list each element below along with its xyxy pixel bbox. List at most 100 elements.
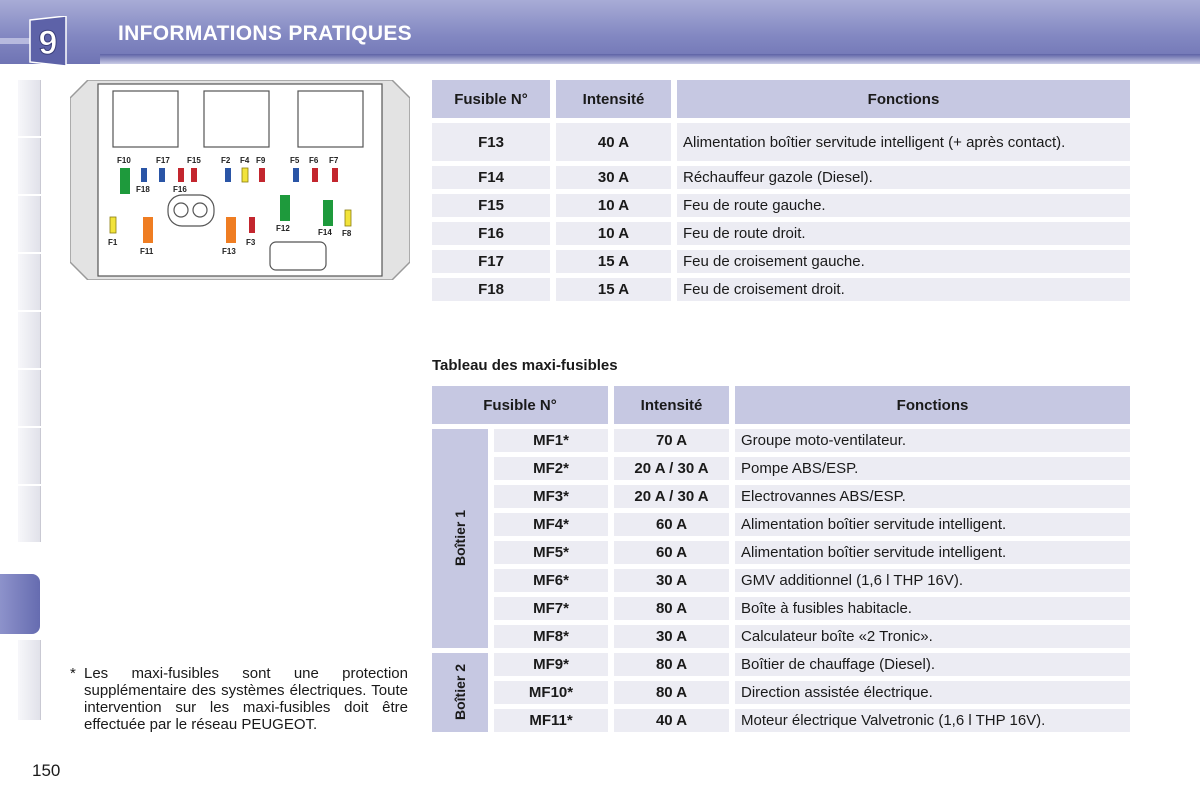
fuse-f2: [225, 168, 231, 182]
maxi-fuse-table: Fusible N° Intensité Fonctions Boîtier 1…: [426, 381, 1136, 737]
fuse-cell: MF9*: [494, 653, 609, 676]
function-cell: Direction assistée électrique.: [735, 681, 1130, 704]
fuse-f18: [141, 168, 147, 182]
header-line: [0, 38, 40, 44]
amperage-cell: 40 A: [614, 709, 730, 732]
diagram-label: F16: [173, 185, 187, 194]
group-cell-boitier-2: Boîtier 2: [432, 653, 489, 732]
amperage-cell: 20 A / 30 A: [614, 485, 730, 508]
table-header-row: Fusible N° Intensité Fonctions: [432, 80, 1130, 118]
chapter-tab[interactable]: [18, 640, 41, 720]
amperage-cell: 60 A: [614, 513, 730, 536]
diagram-label: F1: [108, 238, 118, 247]
function-cell: Feu de croisement gauche.: [677, 250, 1130, 273]
fuse-cell: MF1*: [494, 429, 609, 452]
function-cell: Réchauffeur gazole (Diesel).: [677, 166, 1130, 189]
table-row: F14 30 A Réchauffeur gazole (Diesel).: [432, 166, 1130, 189]
chapter-tab[interactable]: [18, 196, 41, 252]
connector-pin: [192, 202, 208, 218]
fuse-cell: MF6*: [494, 569, 609, 592]
footnote-marker: *: [70, 665, 76, 682]
chapter-tab[interactable]: [18, 486, 41, 542]
footnote-text: Les maxi-fusibles sont une protection su…: [84, 665, 408, 733]
col-header-fuse: Fusible N°: [432, 80, 550, 118]
function-cell: GMV additionnel (1,6 l THP 16V).: [735, 569, 1130, 592]
chapter-tabs: [0, 80, 41, 720]
fuse-table: Fusible N° Intensité Fonctions F13 40 A …: [426, 75, 1136, 306]
chapter-number: 9: [39, 24, 58, 62]
table-row: F13 40 A Alimentation boîtier servitude …: [432, 123, 1130, 161]
amperage-cell: 15 A: [556, 278, 671, 301]
fuse-cell: F13: [432, 123, 550, 161]
fuse-f7: [332, 168, 338, 182]
chapter-tab[interactable]: [18, 138, 41, 194]
fuse-f17: [159, 168, 165, 182]
fuse-cell: MF5*: [494, 541, 609, 564]
fuse-cell: MF7*: [494, 597, 609, 620]
amperage-cell: 10 A: [556, 222, 671, 245]
function-cell: Boîtier de chauffage (Diesel).: [735, 653, 1130, 676]
diagram-label: F11: [140, 247, 154, 256]
relay-slot: [203, 90, 270, 148]
diagram-label: F6: [309, 156, 319, 165]
relay-slot: [297, 90, 364, 148]
chapter-tab[interactable]: [18, 312, 41, 368]
amperage-cell: 15 A: [556, 250, 671, 273]
chapter-tab[interactable]: [18, 370, 41, 426]
fuse-f14: [323, 200, 333, 226]
diagram-label: F2: [221, 156, 231, 165]
fuse-cell: MF3*: [494, 485, 609, 508]
amperage-cell: 20 A / 30 A: [614, 457, 730, 480]
diagram-label: F17: [156, 156, 170, 165]
fuse-cell: MF8*: [494, 625, 609, 648]
fuse-cell: MF10*: [494, 681, 609, 704]
chapter-title: INFORMATIONS PRATIQUES: [118, 22, 412, 45]
col-header-functions: Fonctions: [677, 80, 1130, 118]
table-row: Boîtier 1 MF1* 70 A Groupe moto-ventilat…: [432, 429, 1130, 648]
table-row: F18 15 A Feu de croisement droit.: [432, 278, 1130, 301]
fuse-cell: F15: [432, 194, 550, 217]
chapter-tab[interactable]: [18, 428, 41, 484]
table-row: MF2* 20 A / 30 A Pompe ABS/ESP.: [432, 457, 1130, 480]
fuse-f6: [312, 168, 318, 182]
table-row: MF10* 80 A Direction assistée électrique…: [432, 681, 1130, 704]
diagram-label: F7: [329, 156, 339, 165]
function-cell: Feu de route gauche.: [677, 194, 1130, 217]
diagram-label: F8: [342, 229, 352, 238]
relay-slot: [112, 90, 179, 148]
fuse-f8: [344, 209, 352, 227]
fuse-f5: [293, 168, 299, 182]
fuse-f10: [120, 168, 130, 194]
function-cell: Calculateur boîte «2 Tronic».: [735, 625, 1130, 648]
diagram-label: F13: [222, 247, 236, 256]
fuse-f9: [259, 168, 265, 182]
col-header-fuse: Fusible N°: [432, 386, 609, 424]
table-row: MF5* 60 A Alimentation boîtier servitude…: [432, 541, 1130, 564]
table-row: MF3* 20 A / 30 A Electrovannes ABS/ESP.: [432, 485, 1130, 508]
table-row: MF7* 80 A Boîte à fusibles habitacle.: [432, 597, 1130, 620]
diagram-label: F10: [117, 156, 131, 165]
group-label: Boîtier 1: [452, 509, 469, 567]
amperage-cell: 30 A: [556, 166, 671, 189]
chapter-tab-active[interactable]: [0, 574, 40, 634]
diagram-label: F9: [256, 156, 266, 165]
diagram-label: F15: [187, 156, 201, 165]
chapter-tab[interactable]: [18, 80, 41, 136]
chapter-tab[interactable]: [18, 254, 41, 310]
function-cell: Alimentation boîtier servitude intellige…: [735, 513, 1130, 536]
amperage-cell: 60 A: [614, 541, 730, 564]
amperage-cell: 10 A: [556, 194, 671, 217]
table-row: F16 10 A Feu de route droit.: [432, 222, 1130, 245]
connector: [269, 241, 327, 271]
table-row: MF8* 30 A Calculateur boîte «2 Tronic».: [432, 625, 1130, 648]
fuse-f15: [191, 168, 197, 182]
diagram-label: F4: [240, 156, 250, 165]
fuse-cell: F17: [432, 250, 550, 273]
diagram-label: F3: [246, 238, 256, 247]
group-cell-boitier-1: Boîtier 1: [432, 429, 489, 648]
diagram-label: F18: [136, 185, 150, 194]
amperage-cell: 80 A: [614, 681, 730, 704]
amperage-cell: 70 A: [614, 429, 730, 452]
page-number: 150: [32, 761, 61, 780]
amperage-cell: 30 A: [614, 569, 730, 592]
